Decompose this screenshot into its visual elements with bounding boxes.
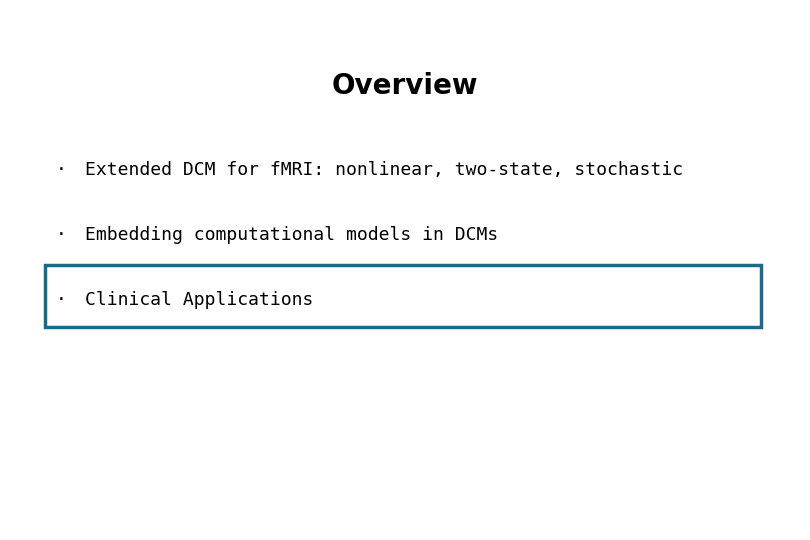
Text: Extended DCM for fMRI: nonlinear, two-state, stochastic: Extended DCM for fMRI: nonlinear, two-st…	[85, 161, 683, 179]
Text: Embedding computational models in DCMs: Embedding computational models in DCMs	[85, 226, 498, 244]
Text: ·: ·	[55, 161, 66, 179]
Text: Clinical Applications: Clinical Applications	[85, 291, 313, 309]
FancyBboxPatch shape	[45, 265, 761, 327]
Text: ·: ·	[55, 226, 66, 244]
Text: Overview: Overview	[332, 72, 478, 100]
Text: ·: ·	[55, 291, 66, 309]
